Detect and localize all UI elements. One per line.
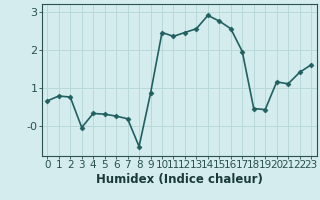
X-axis label: Humidex (Indice chaleur): Humidex (Indice chaleur) (96, 173, 263, 186)
